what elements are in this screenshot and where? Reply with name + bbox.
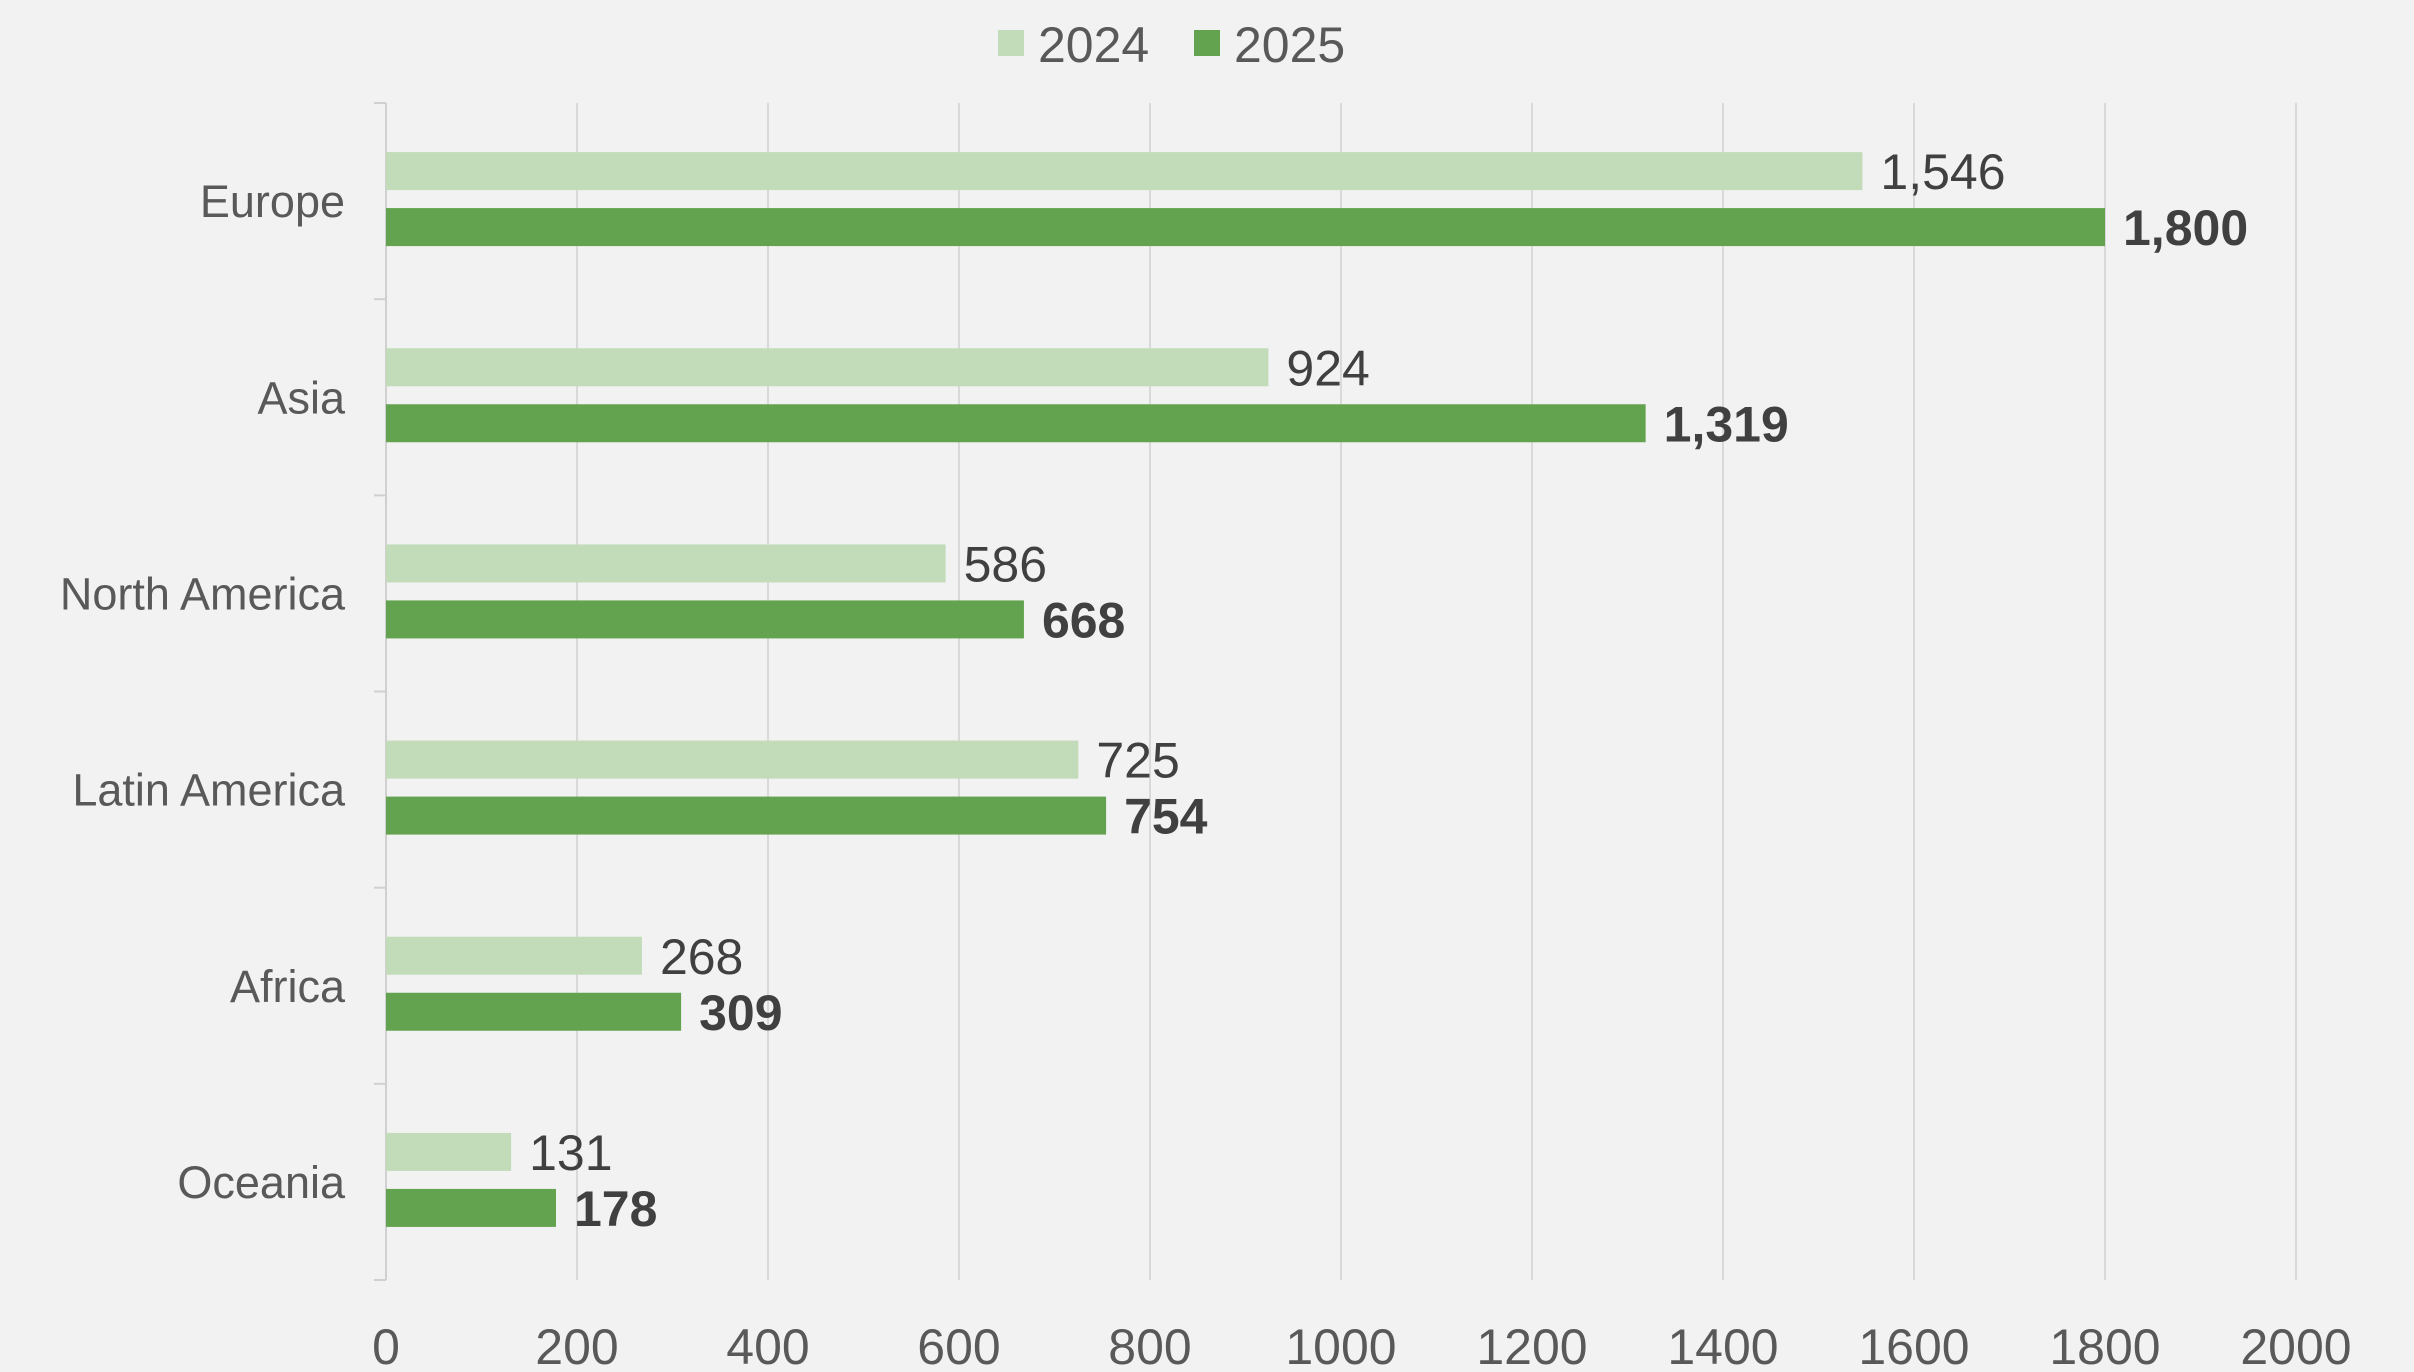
category-label-oceania: Oceania bbox=[177, 1157, 346, 1208]
data-label-africa-2025: 309 bbox=[699, 985, 782, 1041]
category-label-north-america: North America bbox=[60, 568, 346, 619]
bar-asia-2024 bbox=[386, 348, 1269, 387]
bars bbox=[386, 152, 2105, 1227]
legend: 2024 2025 bbox=[998, 17, 1345, 73]
category-label-latin-america: Latin America bbox=[72, 765, 346, 816]
legend-label-2024: 2024 bbox=[1038, 17, 1149, 73]
x-tick-label-1400: 1400 bbox=[1667, 1319, 1778, 1372]
data-label-oceania-2024: 131 bbox=[529, 1125, 612, 1181]
x-tick-label-600: 600 bbox=[917, 1319, 1000, 1372]
gridlines bbox=[576, 103, 2297, 1280]
data-label-latin-america-2024: 725 bbox=[1096, 733, 1179, 789]
x-tick-label-0: 0 bbox=[372, 1319, 400, 1372]
category-label-europe: Europe bbox=[200, 176, 345, 227]
category-axis bbox=[374, 102, 387, 1281]
x-tick-label-200: 200 bbox=[535, 1319, 618, 1372]
bar-asia-2025 bbox=[386, 404, 1646, 443]
x-tick-label-1800: 1800 bbox=[2049, 1319, 2160, 1372]
bar-north-america-2025 bbox=[386, 600, 1024, 639]
x-tick-label-1200: 1200 bbox=[1476, 1319, 1587, 1372]
bar-oceania-2025 bbox=[386, 1188, 556, 1227]
data-label-north-america-2025: 668 bbox=[1042, 592, 1125, 648]
data-label-africa-2024: 268 bbox=[660, 929, 743, 985]
x-axis-tick-labels: 0 200 400 600 800 1000 1200 1400 1600 1800 2000 bbox=[372, 1319, 2352, 1372]
legend-swatch-2024 bbox=[998, 30, 1024, 56]
bar-north-america-2024 bbox=[386, 544, 946, 583]
bar-latin-america-2025 bbox=[386, 796, 1107, 835]
bar-africa-2024 bbox=[386, 936, 642, 975]
data-label-europe-2024: 1,546 bbox=[1880, 144, 2005, 200]
x-tick-label-2000: 2000 bbox=[2240, 1319, 2351, 1372]
bar-africa-2025 bbox=[386, 992, 682, 1031]
x-tick-label-1000: 1000 bbox=[1285, 1319, 1396, 1372]
data-label-asia-2025: 1,319 bbox=[1664, 396, 1789, 452]
bar-latin-america-2024 bbox=[386, 740, 1079, 779]
data-label-north-america-2024: 586 bbox=[964, 536, 1047, 592]
category-labels: Europe Asia North America Latin America Afri… bbox=[60, 176, 346, 1208]
x-tick-label-800: 800 bbox=[1108, 1319, 1191, 1372]
legend-swatch-2025 bbox=[1194, 30, 1220, 56]
bar-europe-2024 bbox=[386, 152, 1863, 191]
data-label-asia-2024: 924 bbox=[1286, 340, 1369, 396]
category-label-asia: Asia bbox=[257, 372, 346, 423]
x-tick-label-1600: 1600 bbox=[1858, 1319, 1969, 1372]
x-tick-label-400: 400 bbox=[726, 1319, 809, 1372]
data-label-latin-america-2025: 754 bbox=[1124, 789, 1208, 845]
legend-label-2025: 2025 bbox=[1234, 17, 1345, 73]
bar-oceania-2024 bbox=[386, 1132, 512, 1171]
bar-europe-2025 bbox=[386, 208, 2105, 247]
data-label-europe-2025: 1,800 bbox=[2123, 200, 2248, 256]
category-label-africa: Africa bbox=[230, 961, 346, 1012]
data-label-oceania-2025: 178 bbox=[574, 1181, 657, 1237]
